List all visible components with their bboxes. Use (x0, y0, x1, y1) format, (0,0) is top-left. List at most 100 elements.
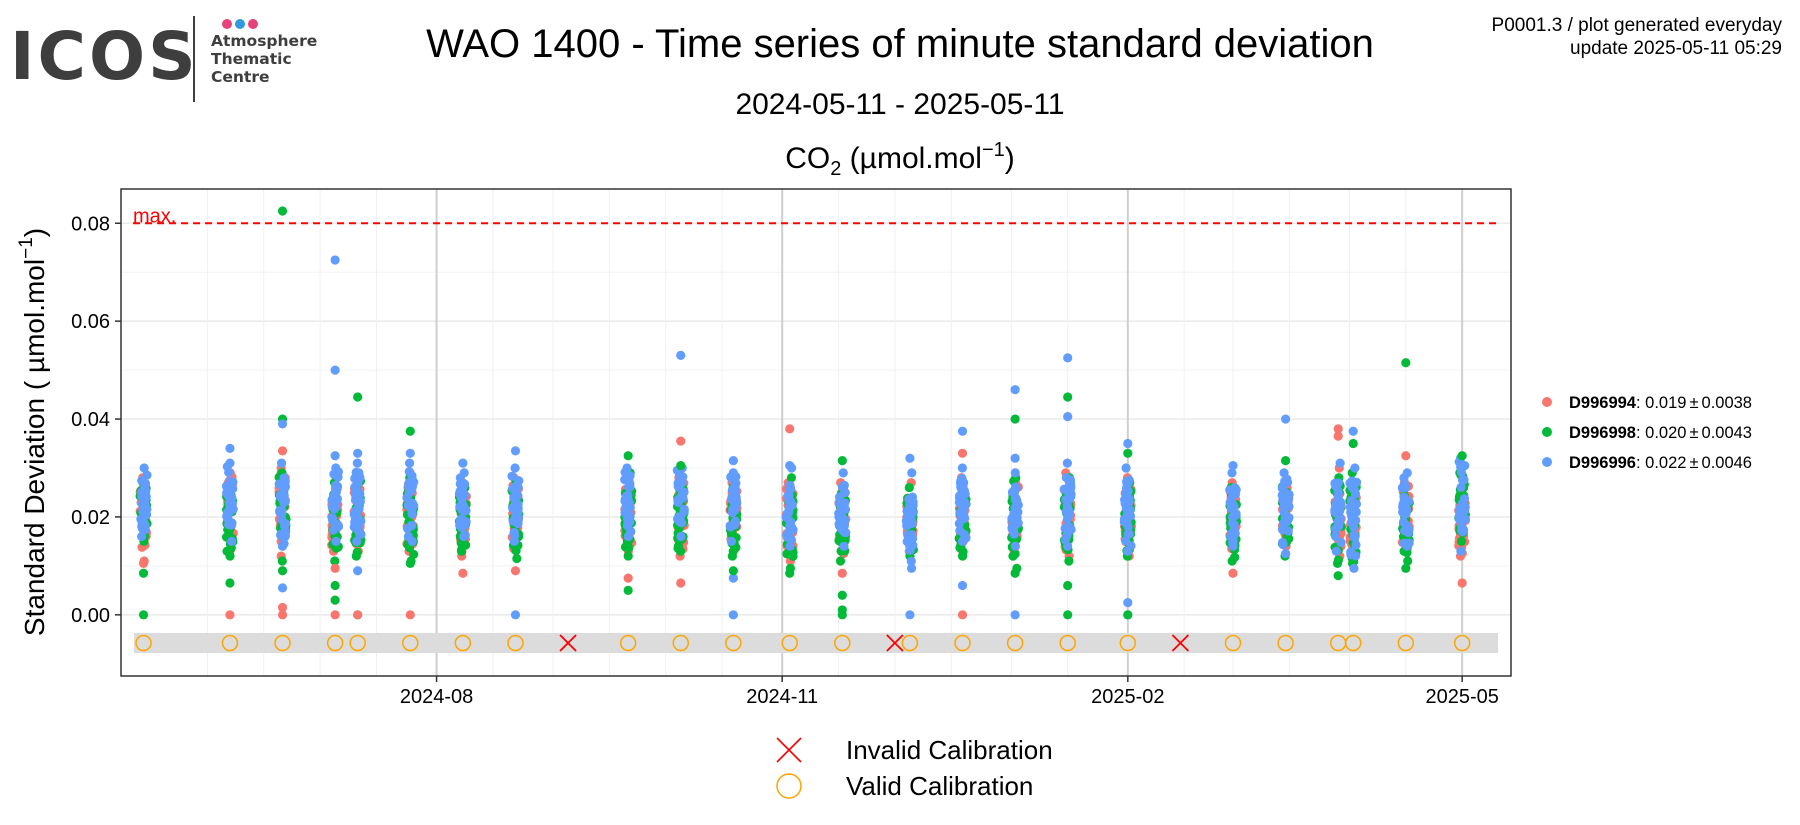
valid-calibration-marker (326, 634, 344, 652)
outlier-point-D996994 (1457, 578, 1467, 588)
point-D996996 (1331, 481, 1341, 491)
valid-calibration-marker (725, 634, 742, 652)
point-D996996 (142, 470, 152, 480)
point-D996996 (403, 500, 414, 510)
outlier-point-D996998 (405, 558, 415, 569)
point-D996996 (1403, 527, 1413, 538)
valid-calibration-marker (1453, 634, 1471, 652)
point-D996996 (623, 531, 634, 542)
point-D996996 (1454, 505, 1465, 515)
outlier-point-D996994 (957, 610, 968, 620)
point-D996996 (276, 458, 287, 468)
point-D996996 (625, 517, 635, 527)
point-D996996 (621, 502, 631, 512)
outlier-point-D996998 (837, 456, 847, 466)
point-D996996 (225, 504, 235, 515)
outlier-point-D996996 (510, 610, 521, 620)
point-D996996 (1011, 483, 1021, 493)
outlier-point-D996996 (1228, 460, 1238, 471)
legend-label-D996998: D996998: 0.020 ±0.0043 (1569, 424, 1752, 442)
point-D996996 (957, 463, 968, 473)
point-D996996 (1010, 468, 1020, 478)
outlier-point-D996996 (510, 446, 521, 456)
point-D996996 (1066, 524, 1076, 535)
outlier-point-D996994 (277, 610, 288, 620)
point-D996996 (787, 500, 797, 510)
legend-valid-calibration-icon (776, 773, 802, 799)
logo-divider (193, 16, 195, 102)
x-tick-label: 2024-11 (746, 686, 818, 708)
plot-meta-line-1: P0001.3 / plot generated everyday (1491, 15, 1782, 36)
outlier-point-D996998 (623, 451, 633, 461)
plot-border (120, 188, 1512, 677)
valid-calibration-marker (221, 634, 239, 652)
x-tick-label: 2025-05 (1425, 686, 1498, 708)
outlier-point-D996996 (905, 610, 915, 620)
outlier-point-D996998 (1401, 358, 1411, 368)
point-D996996 (407, 536, 417, 547)
point-D996996 (675, 479, 685, 490)
valid-calibration-marker (1006, 634, 1024, 652)
point-D996996 (1278, 540, 1288, 550)
point-D996998 (1010, 549, 1020, 559)
point-D996996 (1125, 505, 1135, 515)
logo-dot-3 (248, 19, 258, 29)
point-D996996 (1120, 499, 1130, 509)
data-points (135, 206, 1471, 620)
outlier-point-D996996 (1280, 414, 1291, 424)
valid-calibration-marker (781, 634, 798, 652)
point-D996996 (838, 468, 848, 478)
point-D996996 (222, 511, 232, 521)
point-D996996 (139, 463, 149, 473)
outlier-point-D996996 (353, 448, 363, 458)
point-D996996 (1277, 490, 1287, 500)
outlier-point-D996998 (225, 578, 235, 588)
point-D996996 (621, 491, 631, 501)
point-D996996 (1402, 541, 1412, 551)
valid-calibration-marker (1397, 634, 1415, 652)
point-D996996 (331, 536, 341, 547)
point-D996996 (1008, 515, 1018, 526)
point-D996996 (355, 472, 365, 483)
outlier-point-D996996 (1063, 353, 1073, 363)
point-D996996 (330, 489, 340, 499)
valid-calibration-marker (1277, 634, 1294, 652)
point-D996998 (225, 551, 235, 561)
outlier-point-D996994 (1228, 568, 1238, 578)
outlier-point-D996998 (1123, 448, 1133, 458)
point-D996996 (1013, 507, 1023, 517)
point-D996996 (327, 502, 338, 512)
point-D996996 (905, 541, 915, 551)
point-D996998 (957, 551, 968, 561)
outlier-point-D996994 (277, 602, 288, 613)
point-D996996 (1336, 537, 1346, 548)
outlier-point-D996996 (225, 443, 235, 454)
outlier-point-D996994 (676, 436, 686, 446)
point-D996996 (1225, 497, 1235, 508)
point-D996996 (1280, 476, 1290, 486)
outlier-point-D996998 (138, 568, 149, 578)
outlier-point-D996994 (510, 566, 521, 576)
point-D996996 (728, 468, 738, 478)
point-D996996 (954, 491, 965, 501)
x-tick-label: 2025-02 (1091, 686, 1164, 708)
outlier-point-D996998 (1063, 392, 1073, 402)
outlier-point-D996996 (458, 458, 468, 468)
outlier-point-D996996 (353, 566, 363, 576)
point-D996996 (1456, 482, 1466, 493)
outlier-point-D996998 (1010, 568, 1020, 578)
point-D996996 (1331, 546, 1341, 556)
point-D996996 (954, 497, 964, 508)
point-D996996 (730, 483, 740, 493)
point-D996998 (675, 546, 686, 556)
point-D996998 (1064, 556, 1074, 566)
point-D996996 (1402, 468, 1412, 478)
point-D996998 (277, 556, 287, 566)
point-D996996 (1398, 517, 1409, 527)
point-D996996 (277, 541, 288, 551)
outlier-point-D996994 (353, 610, 363, 620)
point-D996996 (1231, 510, 1241, 520)
point-D996996 (673, 497, 683, 508)
valid-calibration-marker (1224, 634, 1242, 652)
